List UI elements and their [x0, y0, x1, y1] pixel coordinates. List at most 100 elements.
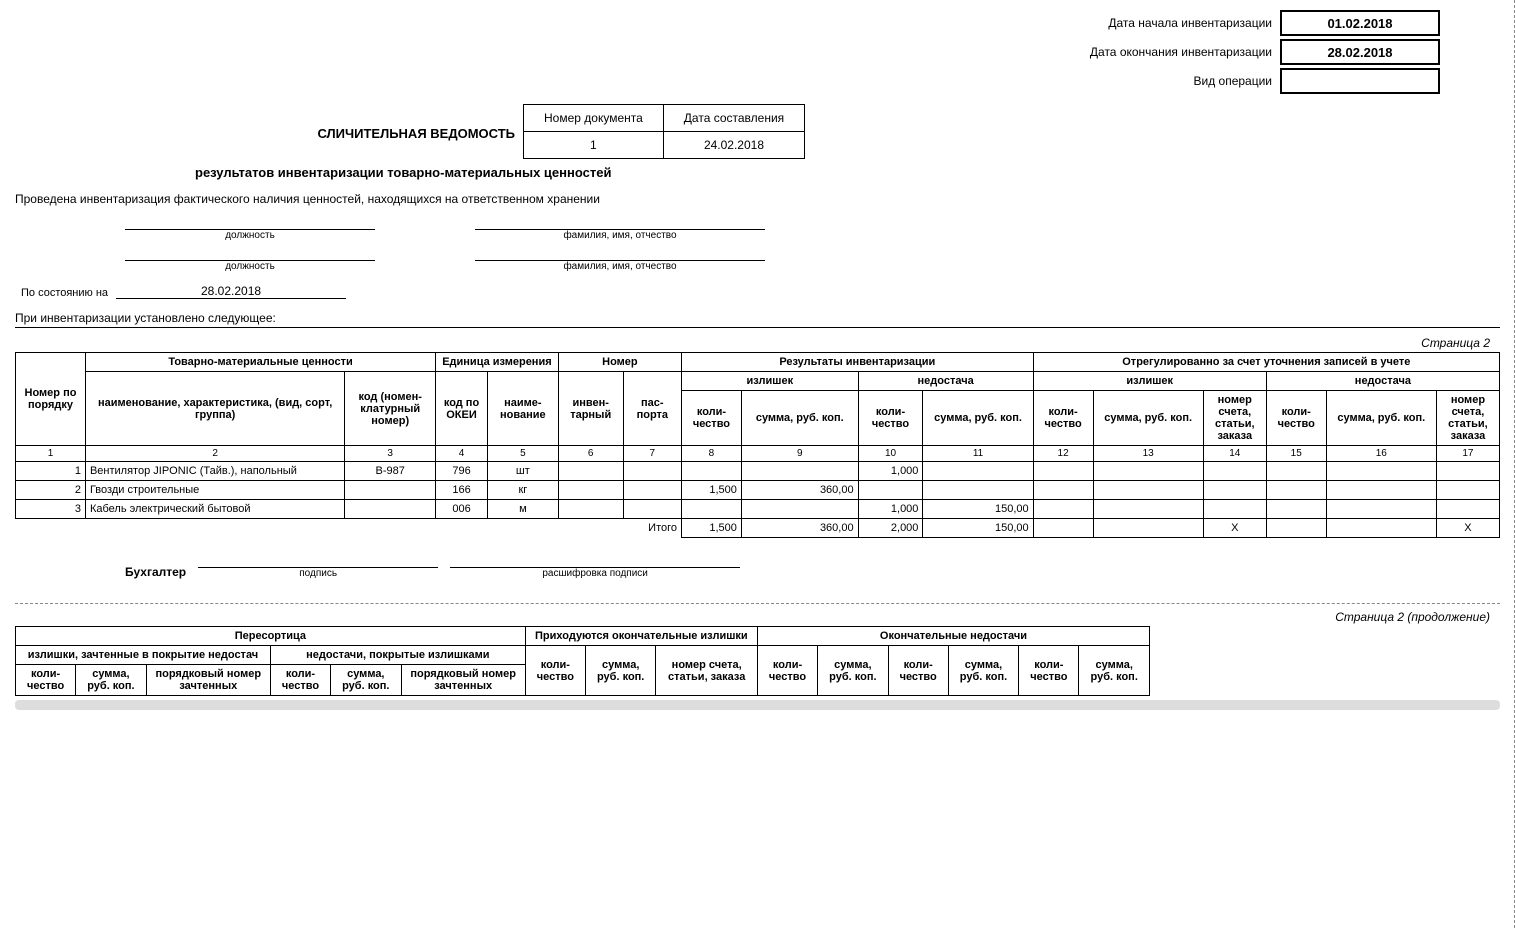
col-pass: пас-порта [623, 372, 681, 446]
position-caption-2: должность [225, 261, 275, 272]
fio-caption-2: фамилия, имя, отчество [563, 261, 676, 272]
position-line-1 [125, 214, 375, 230]
cell: 1,500 [681, 481, 741, 500]
header-end-row: Дата окончания инвентаризации 28.02.2018 [1090, 39, 1440, 65]
accountant-label: Бухгалтер [125, 565, 186, 579]
accountant-sign-line [198, 552, 438, 568]
total-row: Итого 1,500 360,00 2,000 150,00 Х Х [16, 519, 1500, 538]
col-shortage-1: недостача [858, 372, 1033, 391]
total-a17: Х [1436, 519, 1499, 538]
page-break [15, 603, 1500, 604]
total-s11: 150,00 [923, 519, 1033, 538]
fio-caption-1: фамилия, имя, отчество [563, 230, 676, 241]
t2-q1: коли-чество [525, 646, 585, 696]
col-num-7: 7 [623, 446, 681, 462]
col-surplus-credited: излишки, зачтенные в покрытие недостач [16, 646, 271, 665]
position-line-2 [125, 245, 375, 261]
t2-s2: сумма, руб. коп. [818, 646, 889, 696]
doc-date-header: Дата составления [663, 105, 804, 132]
total-q12 [1033, 519, 1093, 538]
cell [1203, 481, 1266, 500]
col-q10: коли-чество [858, 391, 923, 446]
col-unit-name: наиме-нование [487, 372, 558, 446]
table-row: 1Вентилятор JIPONIC (Тайв.), напольныйВ-… [16, 462, 1500, 481]
cell [681, 462, 741, 481]
col-number: Номер [558, 353, 681, 372]
t2-seqa: порядковый номер зачтенных [146, 665, 270, 696]
cell: 360,00 [741, 481, 858, 500]
col-a14: номер счета, статьи, заказа [1203, 391, 1266, 446]
doc-info-table: Номер документа Дата составления 1 24.02… [523, 104, 805, 159]
doc-num-value: 1 [524, 132, 664, 159]
cell [1326, 500, 1436, 519]
col-shortage-2: недостача [1266, 372, 1499, 391]
op-type-value [1280, 68, 1440, 94]
col-num-1: 1 [16, 446, 86, 462]
col-num-3: 3 [345, 446, 436, 462]
header-op-row: Вид операции [1193, 68, 1440, 94]
page-label-2: Страница 2 (продолжение) [15, 610, 1500, 624]
horizontal-scrollbar[interactable] [15, 700, 1500, 710]
t2-sa: сумма, руб. коп. [76, 665, 147, 696]
cell: 2 [16, 481, 86, 500]
col-num-14: 14 [1203, 446, 1266, 462]
col-s16: сумма, руб. коп. [1326, 391, 1436, 446]
state-label: По состоянию на [21, 287, 108, 299]
col-final-surplus: Приходуются окончательные излишки [525, 627, 757, 646]
main-table: Номер по порядку Товарно-материальные це… [15, 352, 1500, 538]
cell: Вентилятор JIPONIC (Тайв.), напольный [85, 462, 344, 481]
col-num-9: 9 [741, 446, 858, 462]
cell [623, 462, 681, 481]
t2-q3: коли-чество [888, 646, 948, 696]
cell [623, 500, 681, 519]
page-label-1: Страница 2 [15, 336, 1500, 350]
cell [1093, 462, 1203, 481]
col-s13: сумма, руб. коп. [1093, 391, 1203, 446]
col-num-16: 16 [1326, 446, 1436, 462]
header-start-row: Дата начала инвентаризации 01.02.2018 [1108, 10, 1440, 36]
op-type-label: Вид операции [1193, 74, 1272, 88]
col-num-12: 12 [1033, 446, 1093, 462]
col-num-17: 17 [1436, 446, 1499, 462]
col-unit: Единица измерения [436, 353, 559, 372]
cell [923, 481, 1033, 500]
cell: 796 [436, 462, 488, 481]
header-block: Дата начала инвентаризации 01.02.2018 Да… [15, 10, 1500, 94]
col-num-2: 2 [85, 446, 344, 462]
total-s9: 360,00 [741, 519, 858, 538]
col-num-4: 4 [436, 446, 488, 462]
cell [1203, 462, 1266, 481]
end-date-value: 28.02.2018 [1280, 39, 1440, 65]
col-name: наименование, характеристика, (вид, сорт… [85, 372, 344, 446]
col-okei: код по ОКЕИ [436, 372, 488, 446]
end-date-label: Дата окончания инвентаризации [1090, 45, 1272, 59]
accountant-name-caption: расшифровка подписи [542, 568, 648, 579]
cell [558, 500, 623, 519]
total-label: Итого [16, 519, 682, 538]
cell [741, 500, 858, 519]
cell: 1,000 [858, 462, 923, 481]
state-row: По состоянию на 28.02.2018 [21, 284, 1500, 299]
t2-s4: сумма, руб. коп. [1079, 646, 1150, 696]
cell: 1 [16, 462, 86, 481]
cell [558, 462, 623, 481]
accountant-row: Бухгалтер подпись расшифровка подписи [15, 552, 1500, 579]
cell: кг [487, 481, 558, 500]
cell: 1,000 [858, 500, 923, 519]
accountant-name-line [450, 552, 740, 568]
total-s13 [1093, 519, 1203, 538]
cell: м [487, 500, 558, 519]
table-row: 2Гвозди строительные166кг1,500360,00 [16, 481, 1500, 500]
document-title: СЛИЧИТЕЛЬНАЯ ВЕДОМОСТЬ [15, 104, 515, 141]
col-inv: инвен-тарный [558, 372, 623, 446]
fio-line-2 [475, 245, 765, 261]
total-q10: 2,000 [858, 519, 923, 538]
col-s9: сумма, руб. коп. [741, 391, 858, 446]
cell: 006 [436, 500, 488, 519]
table-row: 3Кабель электрический бытовой006м1,00015… [16, 500, 1500, 519]
found-text: При инвентаризации установлено следующее… [15, 311, 1500, 328]
cell [558, 481, 623, 500]
col-resort: Пересортица [16, 627, 526, 646]
t2-seqb: порядковый номер зачтенных [401, 665, 525, 696]
cell [923, 462, 1033, 481]
